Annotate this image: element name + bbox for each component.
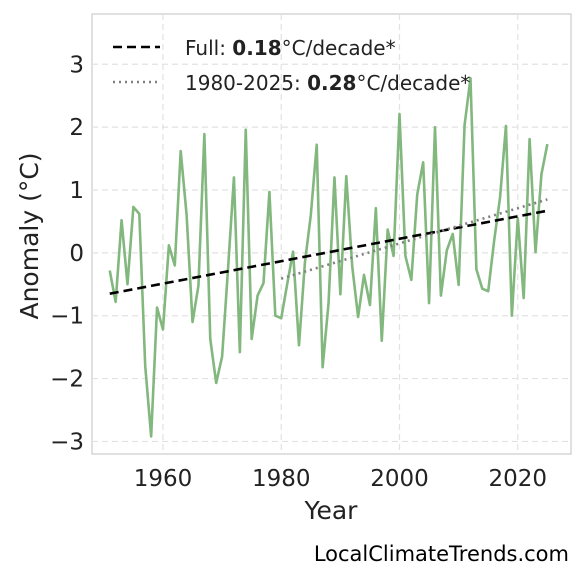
full-trend-line: [109, 209, 548, 295]
x-axis-title: Year: [304, 496, 359, 525]
legend-label-recent: 1980-2025: 0.28°C/decade*: [185, 71, 470, 95]
x-tick-label: 1980: [252, 466, 311, 492]
y-tick-label: 1: [69, 178, 84, 204]
anomaly-line: [108, 76, 549, 438]
y-tick-label: −2: [50, 367, 84, 393]
legend: Full: 0.18°C/decade* 1980-2025: 0.28°C/d…: [113, 36, 470, 95]
y-tick-labels: −3 −2 −1 0 1 2 3: [50, 52, 84, 455]
x-tick-label: 1960: [134, 466, 193, 492]
legend-recent-prefix: 1980-2025:: [185, 71, 307, 95]
legend-full-prefix: Full:: [185, 36, 232, 60]
legend-full-value: 0.18: [232, 36, 281, 60]
data-series: [108, 76, 549, 438]
y-axis-title: Anomaly (°C): [15, 152, 44, 319]
y-tick-label: 3: [69, 52, 84, 78]
source-label: LocalClimateTrends.com: [314, 542, 569, 566]
y-tick-label: −3: [50, 429, 84, 455]
x-tick-label: 2000: [370, 466, 429, 492]
x-tick-labels: 1960 1980 2000 2020: [134, 466, 547, 492]
y-tick-label: 0: [69, 241, 84, 267]
y-tick-label: −1: [50, 304, 84, 330]
y-tick-label: 2: [69, 115, 84, 141]
recent-trend-line: [280, 198, 548, 280]
x-tick-label: 2020: [489, 466, 548, 492]
legend-full-suffix: °C/decade*: [282, 36, 396, 60]
legend-recent-suffix: °C/decade*: [356, 71, 470, 95]
legend-recent-value: 0.28: [307, 71, 356, 95]
legend-label-full: Full: 0.18°C/decade*: [185, 36, 396, 60]
